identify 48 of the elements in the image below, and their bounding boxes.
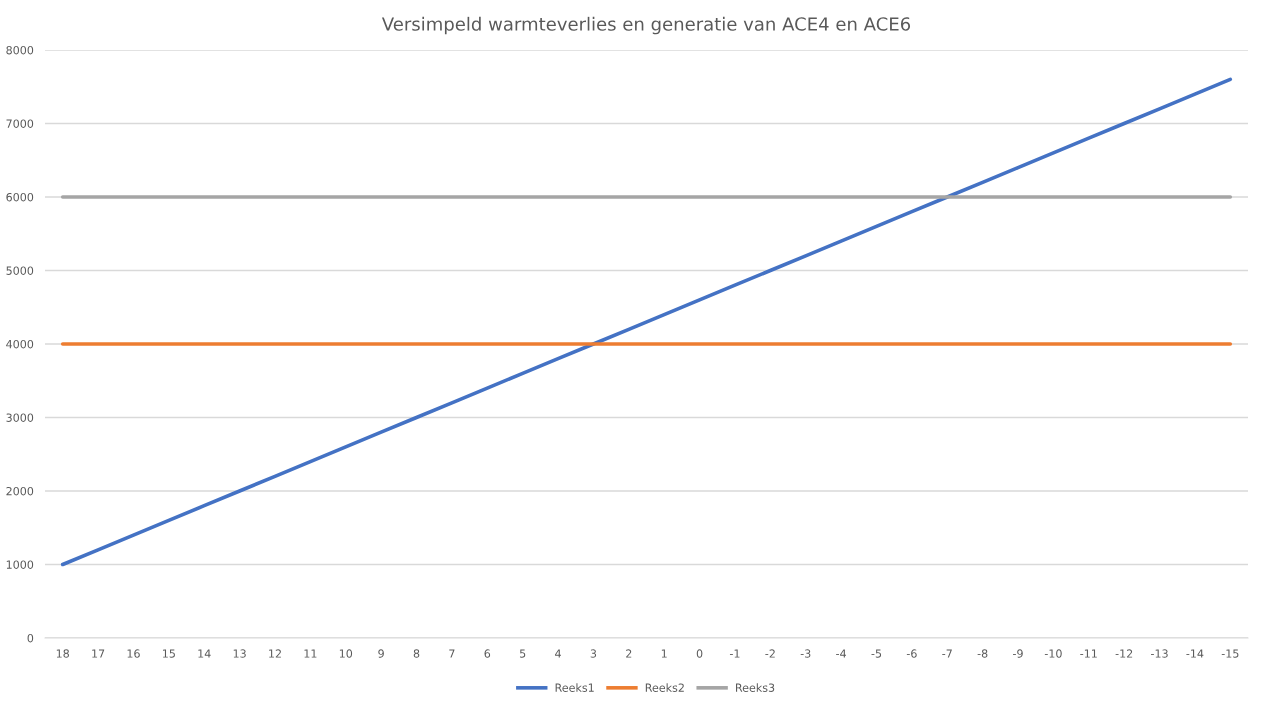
x-tick-label: -10 [1044,649,1062,658]
x-tick-label: 6 [484,649,491,658]
y-tick-label: 4000 [6,339,34,349]
y-tick-label: 3000 [6,413,34,422]
x-tick-label: 13 [233,649,246,658]
x-tick-label: -14 [1186,649,1204,658]
y-tick-label: 1000 [6,560,34,569]
x-tick-label: 18 [56,649,69,658]
y-tick-label: 8000 [6,45,34,55]
x-tick-label: -15 [1221,649,1239,658]
x-tick-label: 17 [92,649,105,658]
chart-title: Versimpeld warmteverlies en generatie van ACE4 en ACE6 [381,16,911,35]
legend-label: Reeks2 [645,683,684,692]
x-tick-label: -8 [977,649,988,658]
x-tick-label: 11 [304,649,317,658]
legend-label: Reeks3 [736,683,775,692]
x-tick-label: -1 [729,649,740,658]
x-tick-label: -7 [942,649,952,658]
x-tick-label: 8 [413,649,420,658]
x-tick-label: -2 [765,649,775,658]
line-series [60,77,1233,567]
x-tick-label: 0 [696,649,703,658]
x-tick-label: 10 [339,649,353,658]
x-tick-label: 14 [198,649,211,658]
x-tick-label: 7 [449,649,455,658]
y-tick-label: 6000 [6,192,34,202]
x-tick-label: 12 [269,649,281,658]
x-tick-label: -4 [836,649,847,658]
x-tick-label: -13 [1151,649,1168,658]
x-tick-label: -6 [906,649,917,658]
legend-label: Reeks1 [555,683,594,692]
x-tick-label: -11 [1080,649,1097,658]
x-tick-label: 16 [127,649,140,658]
x-tick-label: -5 [871,649,882,658]
x-tick-label: 1 [661,649,667,658]
x-tick-label: 3 [590,649,597,658]
x-tick-label: 15 [162,649,175,658]
y-tick-label: 0 [27,633,34,643]
x-tick-label: -3 [800,649,811,658]
x-tick-label: 2 [626,649,632,658]
y-tick-label: 5000 [6,266,34,275]
y-tick-label: 2000 [6,486,34,496]
x-tick-label: -9 [1013,649,1023,658]
x-tick-label: 5 [519,649,526,658]
y-tick-label: 7000 [6,119,34,128]
x-tick-label: 4 [555,649,561,658]
x-tick-label: -12 [1115,649,1133,658]
x-tick-label: 9 [378,649,384,658]
